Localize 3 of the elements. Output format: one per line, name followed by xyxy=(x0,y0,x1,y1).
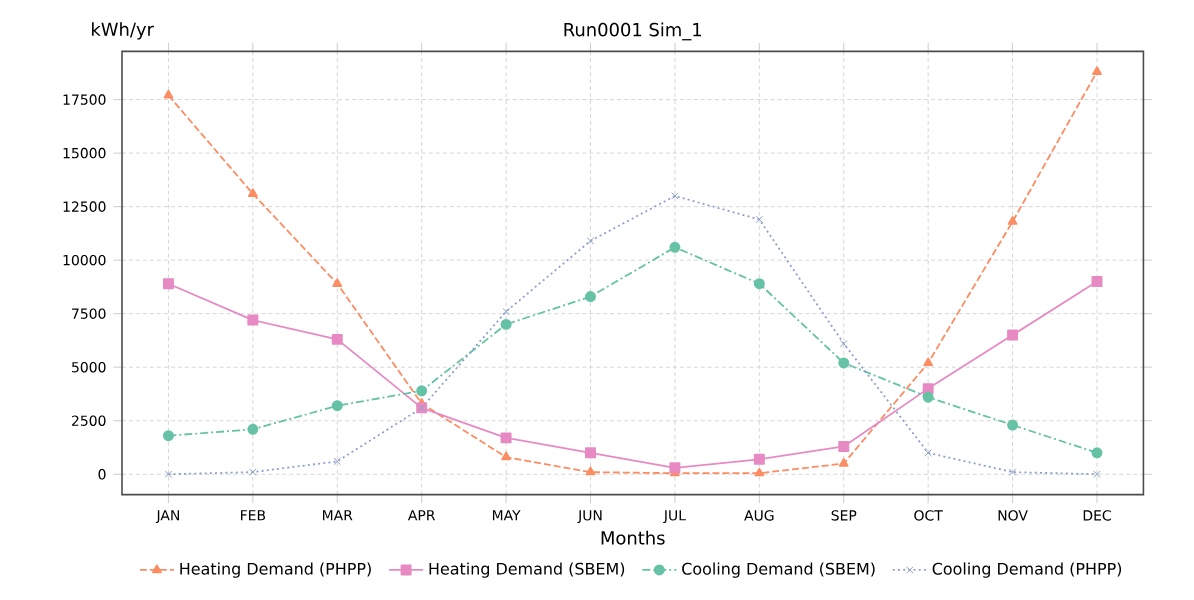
x-axis-title: Months xyxy=(601,530,665,545)
chart-title: Run0001 Sim_1 xyxy=(564,22,701,41)
y-axis-title: kWh/yr xyxy=(92,22,154,40)
